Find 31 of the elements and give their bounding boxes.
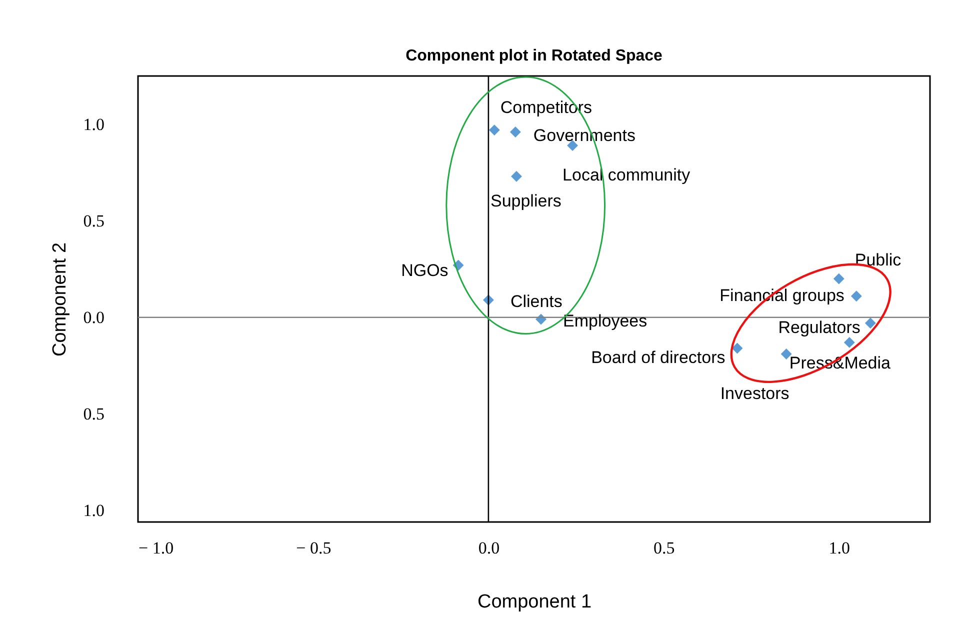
annotation: Local community [562, 166, 691, 185]
x-axis-title: Component 1 [477, 592, 592, 612]
point [844, 336, 855, 348]
x-tick-label: 0.5 [654, 538, 675, 558]
point [850, 290, 862, 302]
point [864, 318, 876, 329]
y-tick-label: 0.0 [83, 308, 104, 327]
annotation: NGOs [401, 261, 448, 280]
annotation: Regulators [778, 318, 860, 338]
x-tick-label: 0.0 [478, 538, 500, 558]
point [780, 348, 792, 360]
point [511, 170, 522, 182]
annotation: Suppliers [490, 191, 562, 210]
x-tick-label: − 1.0 [138, 538, 174, 558]
annotation: Public [854, 250, 902, 270]
y-tick-label: 0.5 [83, 404, 104, 424]
x-tick-label: − 0.5 [296, 538, 332, 558]
annotation: Board of directors [591, 348, 726, 368]
annotation: Investors [720, 384, 790, 404]
y-tick-label: 1.0 [83, 500, 104, 520]
point [732, 342, 743, 354]
point [488, 124, 500, 136]
y-axis-title: Component 2 [49, 242, 70, 357]
point [510, 126, 521, 138]
point [833, 273, 844, 284]
y-tick-label: 1.0 [83, 114, 104, 134]
annotation: Clients [510, 292, 562, 311]
annotation: Employees [563, 311, 648, 330]
y-tick-label: 0.5 [83, 211, 104, 230]
chart-title: Component plot in Rotated Space [406, 47, 663, 64]
x-tick-label: 1.0 [828, 538, 850, 558]
